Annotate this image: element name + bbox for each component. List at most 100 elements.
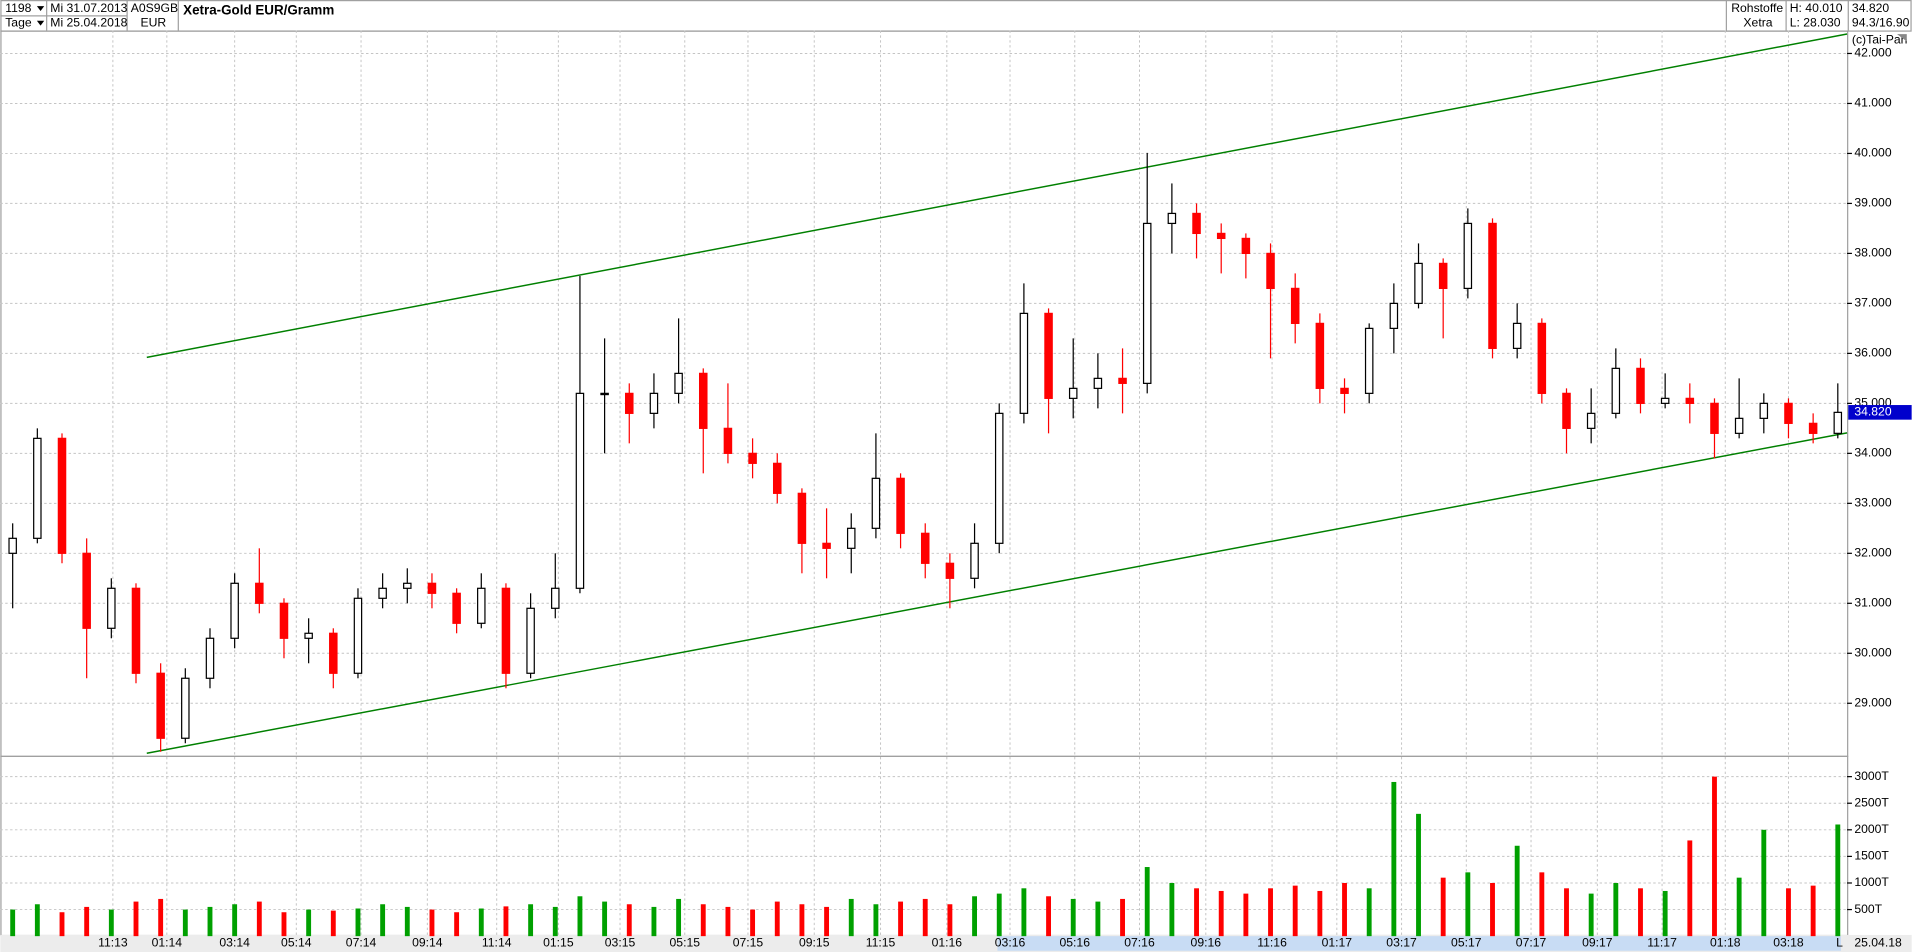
candle-body bbox=[920, 532, 930, 564]
y-tick-label: 36.000 bbox=[1854, 346, 1891, 360]
bar-count[interactable]: 1198 bbox=[5, 1, 31, 15]
x-tick-label: 07:15 bbox=[733, 936, 764, 950]
dropdown-arrow[interactable] bbox=[36, 20, 45, 26]
candle-body bbox=[871, 477, 881, 529]
volume-bar bbox=[1268, 888, 1273, 937]
candle-body bbox=[279, 602, 289, 639]
end-date-label: 25.04.18 bbox=[1854, 936, 1902, 950]
candle-body bbox=[1611, 367, 1621, 414]
candle-body bbox=[1784, 402, 1793, 424]
volume-bar bbox=[182, 909, 188, 937]
volume-bar bbox=[404, 906, 410, 937]
volume-bar bbox=[1070, 898, 1076, 937]
x-tick-label: 05:15 bbox=[670, 936, 701, 950]
candle-body bbox=[1414, 262, 1423, 304]
volume-bar bbox=[972, 896, 978, 937]
candle-body bbox=[698, 372, 708, 429]
period-low: L: 28.030 bbox=[1790, 15, 1841, 29]
volume-bar bbox=[380, 904, 386, 937]
x-tick-label: 01:15 bbox=[543, 936, 574, 950]
volume-bar bbox=[602, 901, 608, 937]
volume-bar bbox=[1564, 888, 1569, 937]
x-tick-label: 11:17 bbox=[1647, 936, 1677, 950]
candle-body bbox=[1340, 387, 1349, 394]
candle-body bbox=[1438, 262, 1448, 290]
volume-bar bbox=[355, 908, 361, 937]
y-tick-label: 3000T bbox=[1854, 769, 1889, 783]
volume-bar bbox=[1120, 898, 1125, 937]
volume-bar bbox=[1539, 872, 1545, 937]
corner-arrow bbox=[1897, 34, 1907, 42]
copyright: (c)Tai-Pan bbox=[1852, 32, 1907, 46]
volume-bar bbox=[1588, 893, 1594, 937]
volume-bar bbox=[528, 904, 534, 937]
candle-body bbox=[1364, 327, 1374, 394]
volume-bar bbox=[1218, 890, 1224, 937]
volume-bar bbox=[1440, 877, 1446, 937]
volume-bar bbox=[676, 898, 682, 937]
dropdown-arrow[interactable] bbox=[36, 6, 45, 11]
candle-body bbox=[1759, 402, 1769, 419]
x-tick-label: 05:17 bbox=[1451, 936, 1482, 950]
volume-bar bbox=[1613, 882, 1619, 937]
volume-bar bbox=[552, 906, 558, 937]
volume-bar bbox=[1046, 896, 1051, 937]
volume-bar bbox=[454, 912, 460, 937]
volume-bar bbox=[996, 893, 1002, 937]
volume-bar bbox=[824, 906, 830, 937]
candle-body bbox=[1315, 322, 1325, 389]
candle-body bbox=[33, 437, 42, 539]
candle-body bbox=[131, 587, 141, 674]
volume-bar bbox=[626, 904, 632, 937]
candle-body bbox=[1710, 402, 1719, 434]
scale-mode[interactable]: L bbox=[1836, 936, 1843, 950]
start-date: Mi 31.07.2013 bbox=[50, 1, 127, 15]
candle-body bbox=[1660, 397, 1670, 404]
ratio: 94.3/16.90 bbox=[1852, 15, 1910, 29]
candle-body bbox=[797, 492, 807, 544]
x-tick-label: 05:16 bbox=[1060, 936, 1091, 950]
x-tick-label: 07:14 bbox=[346, 936, 377, 950]
volume-bar bbox=[1490, 882, 1495, 937]
candle-body bbox=[674, 372, 683, 394]
volume-bar bbox=[1761, 829, 1767, 937]
volume-bar bbox=[1243, 893, 1249, 937]
volume-bar bbox=[503, 906, 509, 937]
y-tick-label: 29.000 bbox=[1854, 695, 1891, 709]
volume-bar bbox=[1514, 845, 1520, 937]
volume-bar bbox=[59, 912, 65, 937]
candle-body bbox=[501, 587, 511, 674]
candle-body bbox=[427, 582, 437, 594]
volume-bar bbox=[1638, 888, 1643, 937]
volume-bar bbox=[577, 896, 583, 937]
y-tick-label: 30.000 bbox=[1854, 645, 1891, 659]
x-tick-label: 03:18 bbox=[1773, 936, 1804, 950]
x-tick-label: 03:15 bbox=[605, 936, 636, 950]
volume-bar bbox=[330, 910, 336, 937]
volume-bar bbox=[207, 906, 213, 937]
x-tick-label: 11:16 bbox=[1257, 936, 1287, 950]
y-tick-label: 1500T bbox=[1854, 849, 1889, 863]
y-tick-label: 40.000 bbox=[1854, 146, 1891, 160]
candle-body bbox=[205, 637, 215, 679]
candle-body bbox=[1068, 387, 1078, 399]
candle-body bbox=[1142, 222, 1152, 384]
last-price-label: 34.820 bbox=[1854, 405, 1891, 419]
period[interactable]: Tage bbox=[5, 15, 32, 29]
currency: EUR bbox=[141, 15, 167, 29]
volume-bar bbox=[158, 898, 164, 937]
volume-bar bbox=[10, 909, 16, 937]
y-tick-label: 34.000 bbox=[1854, 446, 1891, 460]
volume-bar bbox=[306, 909, 312, 937]
volume-bar bbox=[1194, 888, 1199, 937]
candle-body bbox=[1019, 312, 1029, 414]
x-tick-label: 01:16 bbox=[932, 936, 963, 950]
candle-body bbox=[1636, 367, 1645, 404]
y-tick-label: 1000T bbox=[1854, 875, 1889, 889]
volume-bar bbox=[1366, 888, 1372, 937]
volume-bar bbox=[1687, 840, 1693, 937]
volume-bar bbox=[1021, 888, 1027, 937]
candle-body bbox=[378, 587, 387, 599]
volume-bar bbox=[1662, 890, 1668, 937]
